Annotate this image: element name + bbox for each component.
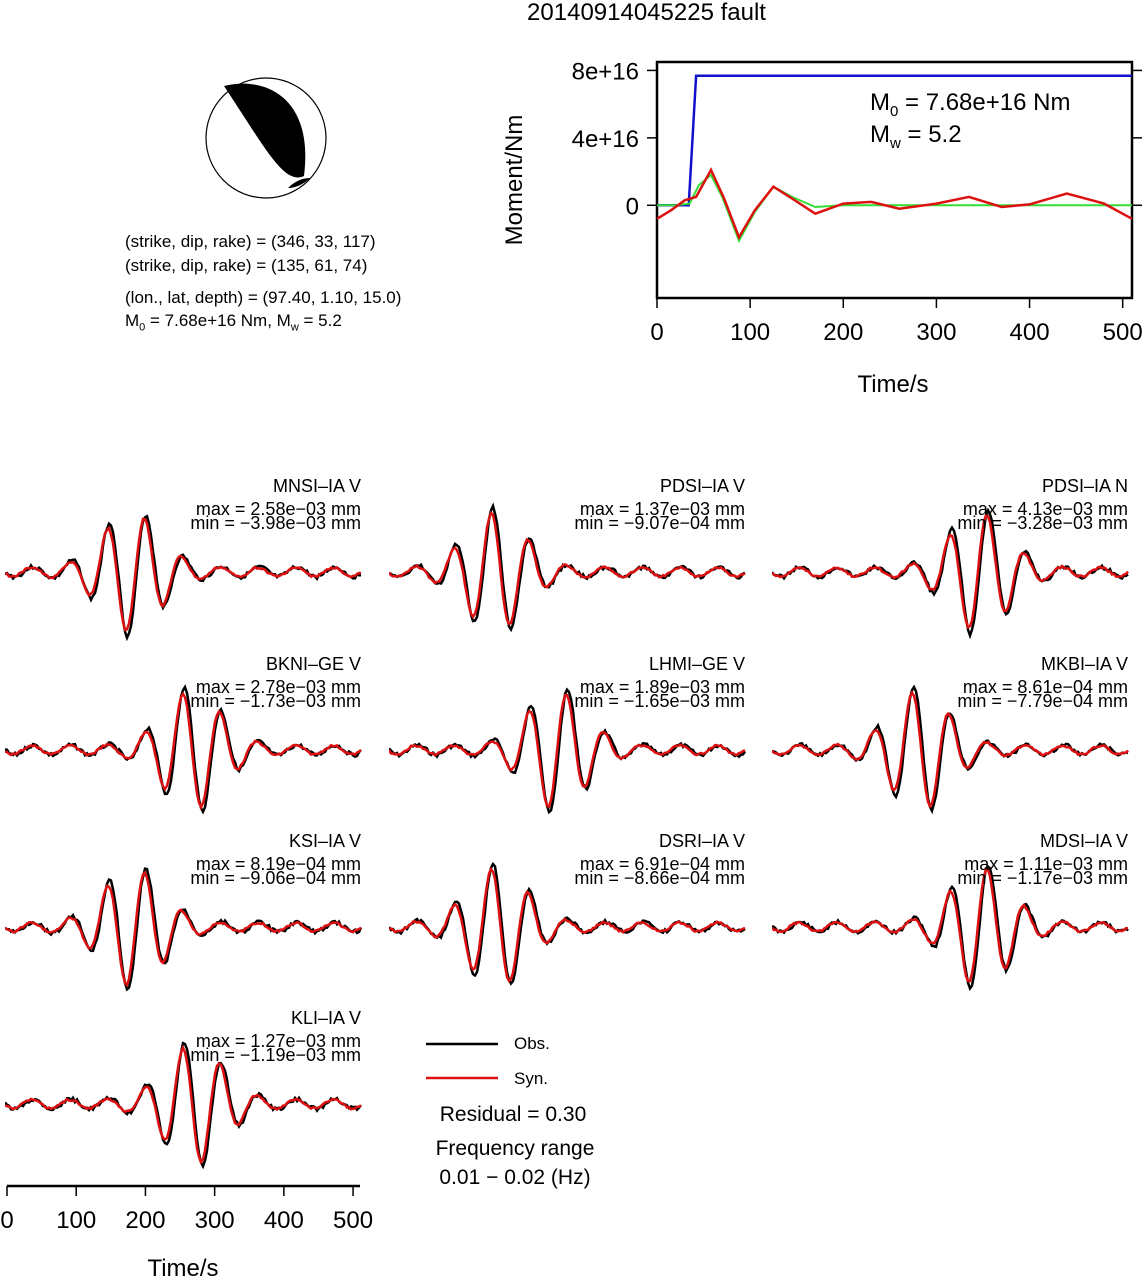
- x-tick-label: 0: [650, 319, 663, 346]
- trace-max-label: max = 6.91e−04 mm: [579, 854, 745, 874]
- syn-trace-line: [389, 693, 746, 809]
- trace-min-label: min = −9.06e−04 mm: [190, 868, 361, 888]
- trace-station-label: MDSI–IA V: [1039, 831, 1128, 851]
- stf-series-line: [657, 173, 1132, 244]
- trace-min-label: min = −1.65e−03 mm: [574, 691, 745, 711]
- trace-max-label: max = 1.11e−03 mm: [964, 854, 1128, 874]
- syn-trace-line: [772, 690, 1129, 809]
- trace-panel: MNSI–IA V max = 2.58e−03 mm min = −3.98e−0…: [5, 476, 365, 656]
- syn-trace-line: [5, 691, 362, 811]
- x-tick-label: 400: [1010, 319, 1050, 346]
- trace-plot: [772, 684, 1129, 815]
- trace-min-label: min = −1.17e−03 mm: [957, 868, 1128, 888]
- x-tick-label: 500: [1103, 319, 1143, 346]
- mw-annotation: Mw = 5.2: [870, 121, 962, 152]
- moment-plot-frame: [655, 60, 1134, 300]
- trace-plot: [5, 1041, 362, 1170]
- syn-trace-line: [5, 517, 362, 632]
- obs-trace-line: [5, 514, 361, 642]
- trace-station-label: KSI–IA V: [288, 831, 361, 851]
- x-tick-label: 300: [916, 319, 956, 346]
- trace-plot: [772, 864, 1129, 992]
- legend: [426, 1042, 498, 1080]
- trace-plot: [772, 507, 1129, 640]
- trace-min-label: min = −9.07e−04 mm: [574, 513, 745, 533]
- plane1-text: (strike, dip, rake) = (346, 33, 117): [125, 232, 376, 251]
- x-tick-label: 100: [730, 319, 770, 346]
- moment-ylabel: Moment/Nm: [501, 115, 528, 246]
- trace-station-label: PDSI–IA N: [1041, 476, 1128, 496]
- rate-series-line: [656, 167, 1133, 241]
- trace-min-label: min = −8.66e−04 mm: [574, 868, 745, 888]
- bottom-time-axis: 0 100 200 300 400 500 Time/s: [0, 1184, 373, 1280]
- bottom-x-tick-label: 300: [195, 1207, 235, 1234]
- trace-plot: [389, 861, 746, 986]
- trace-plot: [5, 867, 363, 992]
- trace-min-label: min = −3.98e−03 mm: [190, 513, 361, 533]
- syn-trace-line: [389, 510, 746, 626]
- y-tick-label: 0: [626, 193, 639, 220]
- trace-station-label: MNSI–IA V: [272, 476, 361, 496]
- trace-panel: KLI–IA V max = 1.27e−03 mm min = −1.19e−03…: [5, 1008, 365, 1188]
- trace-min-label: min = −1.73e−03 mm: [190, 691, 361, 711]
- y-tick-label: 8e+16: [572, 58, 639, 85]
- frequency-label: Frequency range: [435, 1137, 595, 1160]
- legend-obs-label: Obs.: [514, 1034, 550, 1053]
- trace-max-label: max = 2.58e−03 mm: [195, 499, 361, 519]
- trace-panel: BKNI–GE V max = 2.78e−03 mm min = −1.73e−0…: [5, 654, 365, 834]
- trace-panel: MKBI–IA V max = 8.61e−04 mm min = −7.79e−0…: [772, 654, 1132, 834]
- trace-max-label: max = 2.78e−03 mm: [195, 677, 361, 697]
- bottom-x-tick-label: 0: [0, 1207, 13, 1234]
- bottom-xlabel: Time/s: [147, 1255, 218, 1280]
- y-tick-label: 4e+16: [572, 126, 639, 153]
- trace-max-label: max = 8.61e−04 mm: [962, 677, 1128, 697]
- syn-trace-line: [772, 513, 1129, 630]
- trace-panel: PDSI–IA N max = 4.13e−03 mm min = −3.28e−0…: [772, 476, 1132, 656]
- trace-panel: MDSI–IA V max = 1.11e−03 mm min = −1.17e−0…: [772, 831, 1132, 1011]
- plane2-text: (strike, dip, rake) = (135, 61, 74): [125, 256, 368, 275]
- trace-station-label: LHMI–GE V: [648, 654, 745, 674]
- syn-trace-line: [5, 870, 362, 988]
- trace-panel: KSI–IA V max = 8.19e−04 mm min = −9.06e−04…: [5, 831, 365, 1011]
- location-text: (lon., lat, depth) = (97.40, 1.10, 15.0): [125, 288, 402, 307]
- trace-plot: [5, 514, 362, 642]
- trace-panel: DSRI–IA V max = 6.91e−04 mm min = −8.66e−0…: [389, 831, 749, 1011]
- trace-max-label: max = 8.19e−04 mm: [195, 854, 361, 874]
- syn-trace-line: [5, 1044, 362, 1165]
- beachball-icon: [205, 77, 327, 199]
- bottom-x-tick-label: 100: [56, 1207, 96, 1234]
- trace-min-label: min = −3.28e−03 mm: [957, 513, 1128, 533]
- figure-title: 20140914045225 fault: [527, 0, 766, 26]
- moment-xlabel: Time/s: [857, 371, 928, 398]
- frequency-value: 0.01 − 0.02 (Hz): [439, 1166, 591, 1189]
- trace-max-label: max = 1.27e−03 mm: [195, 1031, 361, 1051]
- trace-panel: LHMI–GE V max = 1.89e−03 mm min = −1.65e−0…: [389, 654, 749, 834]
- trace-station-label: KLI–IA V: [290, 1008, 361, 1028]
- bottom-x-tick-label: 500: [333, 1207, 373, 1234]
- m0-annotation: M0 = 7.68e+16 Nm: [870, 89, 1070, 120]
- moment-chart: 0 4e+16 8e+16 0 100 200 300 400 500 M0 = 7.68e+1…: [501, 58, 1143, 398]
- trace-station-label: PDSI–IA V: [659, 476, 745, 496]
- trace-plot: [389, 687, 747, 815]
- syn-trace-line: [389, 866, 746, 983]
- moment-summary: M0 = 7.68e+16 Nm, Mw = 5.2: [125, 311, 342, 334]
- residual-text: Residual = 0.30: [439, 1103, 587, 1126]
- trace-min-label: min = −1.19e−03 mm: [190, 1045, 361, 1065]
- bottom-x-tick-label: 400: [264, 1207, 304, 1234]
- trace-station-label: BKNI–GE V: [265, 654, 361, 674]
- trace-station-label: DSRI–IA V: [658, 831, 745, 851]
- syn-trace-line: [772, 868, 1129, 983]
- legend-syn-label: Syn.: [514, 1069, 549, 1088]
- x-tick-label: 200: [823, 319, 863, 346]
- trace-max-label: max = 1.37e−03 mm: [579, 499, 745, 519]
- trace-panel: PDSI–IA V max = 1.37e−03 mm min = −9.07e−0…: [389, 476, 749, 656]
- bottom-x-tick-label: 200: [125, 1207, 165, 1234]
- trace-plot: [389, 502, 746, 633]
- trace-max-label: max = 1.89e−03 mm: [579, 677, 745, 697]
- trace-station-label: MKBI–IA V: [1040, 654, 1128, 674]
- trace-plot: [5, 684, 362, 815]
- trace-max-label: max = 4.13e−03 mm: [962, 499, 1128, 519]
- trace-min-label: min = −7.79e−04 mm: [957, 691, 1128, 711]
